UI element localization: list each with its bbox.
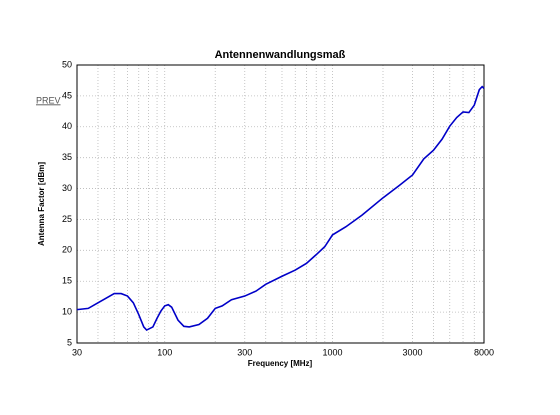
y-tick-label: 5 <box>67 337 72 347</box>
plot-frame <box>76 64 485 344</box>
y-tick-label: 10 <box>62 306 72 316</box>
y-tick-label: 40 <box>62 121 72 131</box>
y-axis-label: Antenna Factor [dBm] <box>37 162 46 246</box>
x-tick-label: 30 <box>72 347 82 357</box>
x-axis-label: Frequency [MHz] <box>248 359 313 368</box>
x-tick-label: 3000 <box>403 347 423 357</box>
y-tick-label: 20 <box>62 245 72 255</box>
y-tick-label: 15 <box>62 276 72 286</box>
x-tick-label: 300 <box>237 347 252 357</box>
chart-title: Antennenwandlungsmaß <box>215 49 346 61</box>
y-tick-label: 25 <box>62 214 72 224</box>
annotation: PREV <box>36 95 61 105</box>
x-tick-label: 8000 <box>474 347 494 357</box>
data-line <box>76 85 485 332</box>
x-tick-label: 1000 <box>322 347 342 357</box>
y-tick-label: 30 <box>62 183 72 193</box>
y-tick-label: 45 <box>62 90 72 100</box>
x-tick-label: 100 <box>157 347 172 357</box>
y-tick-label: 35 <box>62 152 72 162</box>
y-tick-label: 50 <box>62 59 72 69</box>
